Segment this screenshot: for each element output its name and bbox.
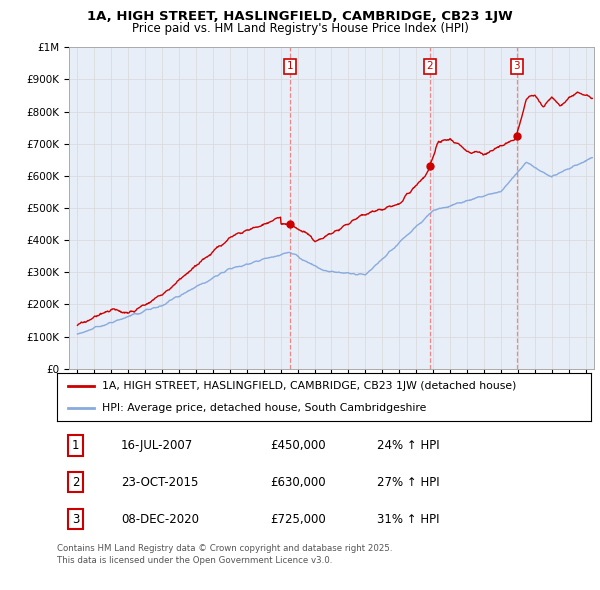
Text: 1A, HIGH STREET, HASLINGFIELD, CAMBRIDGE, CB23 1JW: 1A, HIGH STREET, HASLINGFIELD, CAMBRIDGE… [87, 10, 513, 23]
Text: 3: 3 [72, 513, 79, 526]
Text: 1: 1 [287, 61, 293, 71]
Text: 27% ↑ HPI: 27% ↑ HPI [377, 476, 440, 489]
Text: 2: 2 [72, 476, 79, 489]
Text: 08-DEC-2020: 08-DEC-2020 [121, 513, 199, 526]
Text: £450,000: £450,000 [271, 439, 326, 452]
Text: 3: 3 [513, 61, 520, 71]
Text: 24% ↑ HPI: 24% ↑ HPI [377, 439, 440, 452]
Text: Price paid vs. HM Land Registry's House Price Index (HPI): Price paid vs. HM Land Registry's House … [131, 22, 469, 35]
Text: 1: 1 [72, 439, 79, 452]
Text: This data is licensed under the Open Government Licence v3.0.: This data is licensed under the Open Gov… [57, 556, 332, 565]
Text: 16-JUL-2007: 16-JUL-2007 [121, 439, 193, 452]
Text: 1A, HIGH STREET, HASLINGFIELD, CAMBRIDGE, CB23 1JW (detached house): 1A, HIGH STREET, HASLINGFIELD, CAMBRIDGE… [103, 381, 517, 391]
Text: Contains HM Land Registry data © Crown copyright and database right 2025.: Contains HM Land Registry data © Crown c… [57, 544, 392, 553]
Text: HPI: Average price, detached house, South Cambridgeshire: HPI: Average price, detached house, Sout… [103, 403, 427, 413]
Text: 31% ↑ HPI: 31% ↑ HPI [377, 513, 440, 526]
Text: 2: 2 [427, 61, 433, 71]
Text: 23-OCT-2015: 23-OCT-2015 [121, 476, 199, 489]
Text: £725,000: £725,000 [271, 513, 326, 526]
Text: £630,000: £630,000 [271, 476, 326, 489]
